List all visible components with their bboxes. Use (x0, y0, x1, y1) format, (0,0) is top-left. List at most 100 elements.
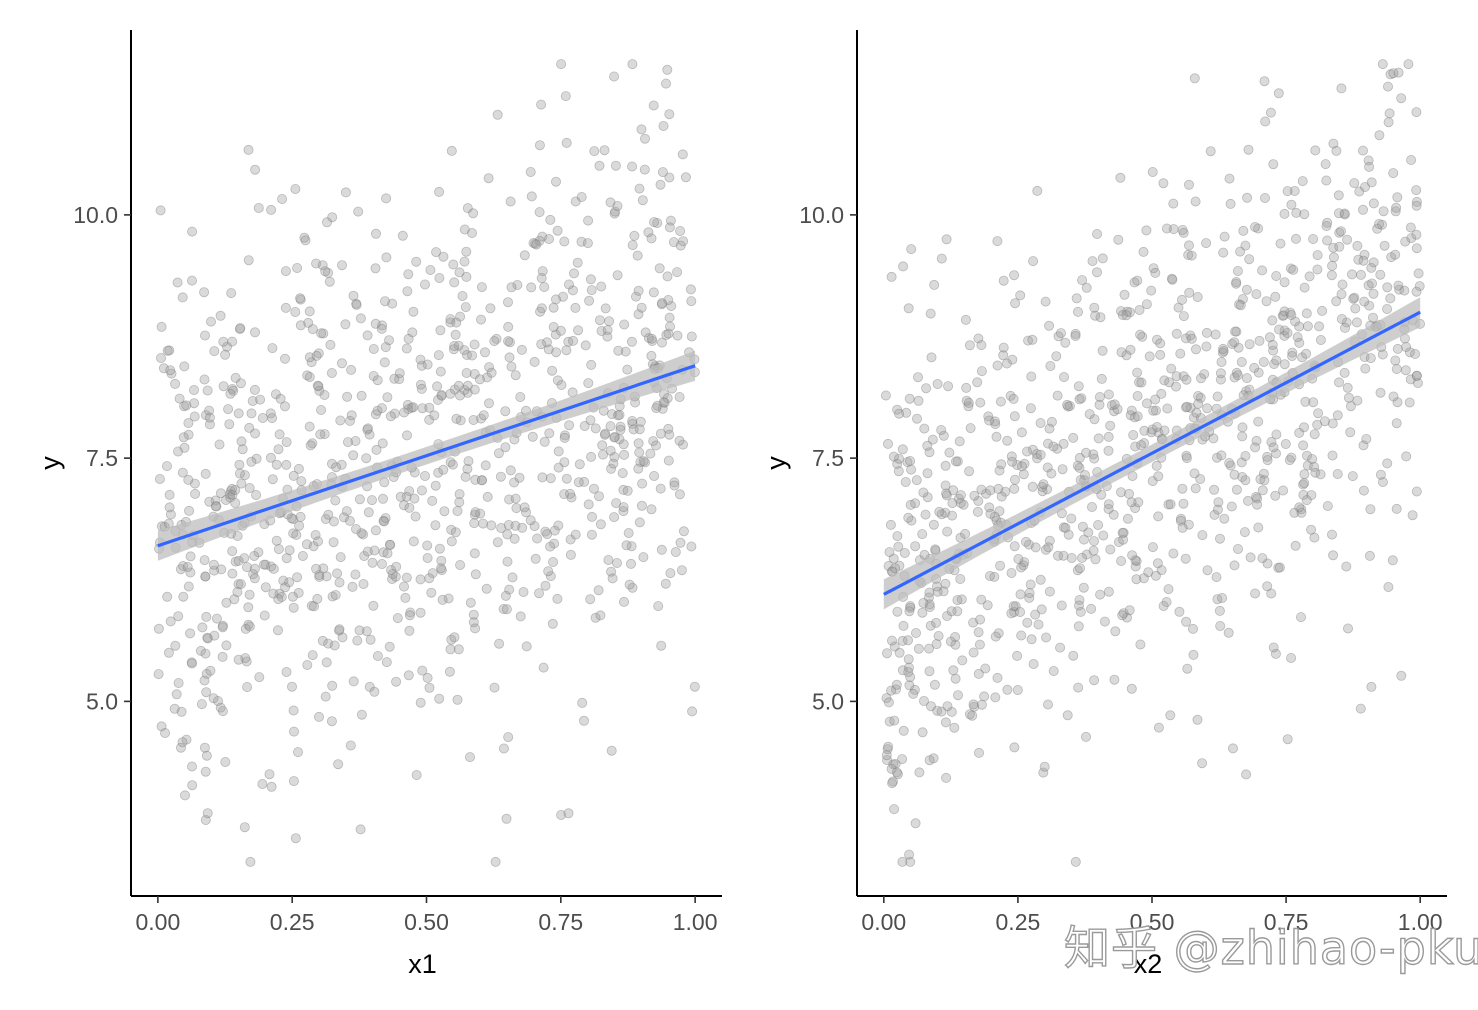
data-point (1237, 293, 1248, 304)
data-point (1300, 396, 1311, 407)
data-point (1130, 555, 1141, 566)
data-point (1257, 485, 1268, 496)
data-point (1022, 446, 1033, 457)
data-point (619, 596, 630, 607)
data-point (1291, 207, 1302, 218)
data-point (941, 772, 952, 783)
data-point (655, 179, 666, 190)
data-point (1117, 309, 1128, 320)
data-point (202, 633, 213, 644)
data-point (1094, 391, 1105, 402)
data-point (227, 489, 238, 500)
data-point (334, 624, 345, 635)
data-point (318, 563, 329, 574)
data-point (973, 668, 984, 679)
data-point (162, 591, 173, 602)
data-point (561, 473, 572, 484)
data-point (415, 574, 426, 585)
data-point (325, 339, 336, 350)
data-point (920, 509, 931, 520)
data-point (169, 703, 180, 714)
data-point (586, 529, 597, 540)
data-point (1262, 455, 1273, 466)
data-point (647, 335, 658, 346)
data-point (434, 693, 445, 704)
data-point (351, 298, 362, 309)
data-point (664, 172, 675, 183)
data-point (940, 507, 951, 518)
data-point (1327, 260, 1338, 271)
data-point (1023, 335, 1034, 346)
data-point (944, 447, 955, 458)
data-point (186, 275, 197, 286)
data-point (1321, 175, 1332, 186)
data-point (1073, 621, 1084, 632)
data-point (459, 224, 470, 235)
data-point (354, 494, 365, 505)
data-point (208, 693, 219, 704)
data-point (547, 618, 558, 629)
data-point (640, 327, 651, 338)
data-point (1327, 450, 1338, 461)
data-point (227, 336, 238, 347)
data-point (215, 488, 226, 499)
data-point (1337, 279, 1348, 290)
data-point (1336, 83, 1347, 94)
data-point (1136, 377, 1147, 388)
data-point (530, 553, 541, 564)
data-point (1131, 556, 1142, 567)
data-point (1403, 59, 1414, 70)
data-point (480, 460, 491, 471)
data-point (1215, 621, 1226, 632)
data-point (938, 586, 949, 597)
data-point (1215, 368, 1226, 379)
data-point (1077, 521, 1088, 532)
data-point (1071, 293, 1082, 304)
data-point (984, 571, 995, 582)
data-point (175, 564, 186, 575)
data-point (648, 436, 659, 447)
data-point (179, 790, 190, 801)
data-point (507, 572, 518, 583)
data-point (910, 541, 921, 552)
data-point (923, 592, 934, 603)
data-point (1229, 372, 1240, 383)
data-point (1241, 769, 1252, 780)
data-point (622, 364, 633, 375)
data-point (1098, 530, 1109, 541)
data-point (1116, 306, 1127, 317)
data-point (669, 477, 680, 488)
data-point (1081, 731, 1092, 742)
data-point (626, 558, 637, 569)
data-point (941, 490, 952, 501)
data-point (1212, 504, 1223, 515)
data-point (1279, 359, 1290, 370)
data-point (510, 493, 521, 504)
data-point (234, 468, 245, 479)
data-point (1185, 402, 1196, 413)
data-point (590, 612, 601, 623)
data-point (1116, 487, 1127, 498)
data-point (1108, 509, 1119, 520)
data-point (401, 572, 412, 583)
data-point (445, 457, 456, 468)
data-point (1092, 267, 1103, 278)
data-point (1257, 553, 1268, 564)
data-point (430, 480, 441, 491)
data-point (1251, 435, 1262, 446)
data-point (387, 298, 398, 309)
data-point (389, 373, 400, 384)
data-point (1075, 563, 1086, 574)
data-point (568, 335, 579, 346)
data-point (177, 467, 188, 478)
data-point (589, 146, 600, 157)
data-point (474, 374, 485, 385)
data-point (565, 534, 576, 545)
data-point (996, 491, 1007, 502)
data-point (284, 545, 295, 556)
data-point (1048, 441, 1059, 452)
data-point (221, 597, 232, 608)
data-point (267, 474, 278, 485)
data-point (1205, 146, 1216, 157)
